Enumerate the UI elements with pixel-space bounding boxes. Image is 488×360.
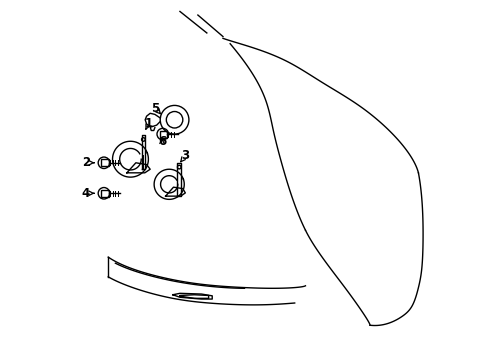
Text: 5: 5 — [151, 102, 160, 115]
Text: 6: 6 — [158, 135, 166, 148]
Text: 4: 4 — [81, 187, 90, 200]
Text: 1: 1 — [145, 117, 153, 130]
Text: 3: 3 — [181, 149, 189, 162]
Text: 2: 2 — [82, 156, 90, 169]
